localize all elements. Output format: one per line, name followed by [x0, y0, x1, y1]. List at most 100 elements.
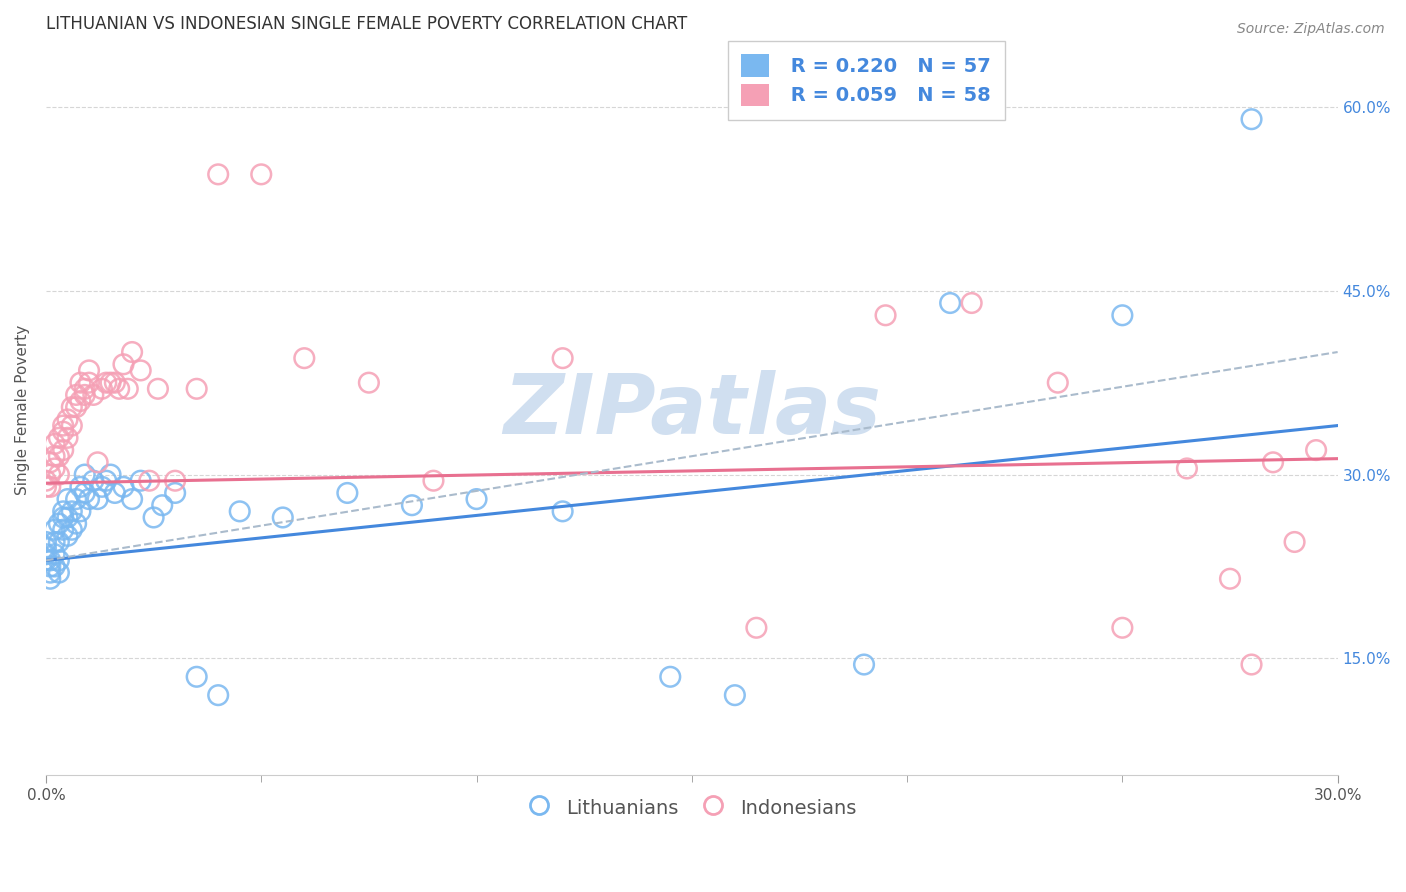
Text: LITHUANIAN VS INDONESIAN SINGLE FEMALE POVERTY CORRELATION CHART: LITHUANIAN VS INDONESIAN SINGLE FEMALE P… [46, 15, 688, 33]
Point [35, 480, 58, 494]
Point [121, 345, 143, 359]
Point [48, 553, 70, 567]
Point [129, 474, 152, 488]
Point [104, 486, 127, 500]
Point [875, 308, 897, 322]
Point [960, 296, 983, 310]
Point [69, 376, 91, 390]
Point [77, 376, 100, 390]
Point [52, 418, 75, 433]
Point [1175, 461, 1198, 475]
Point [250, 167, 273, 181]
Point [60, 523, 83, 537]
Point [1111, 308, 1133, 322]
Point [112, 480, 135, 494]
Point [86, 455, 108, 469]
Point [551, 351, 574, 366]
Point [56, 492, 79, 507]
Point [1219, 572, 1241, 586]
Point [69, 394, 91, 409]
Point [86, 492, 108, 507]
Point [117, 382, 139, 396]
Point [35, 553, 58, 567]
Point [52, 425, 75, 439]
Point [35, 547, 58, 561]
Point [52, 443, 75, 458]
Point [745, 621, 768, 635]
Point [165, 486, 187, 500]
Point [146, 382, 169, 396]
Point [939, 296, 962, 310]
Point [48, 449, 70, 463]
Point [1046, 376, 1069, 390]
Point [100, 376, 122, 390]
Point [1240, 112, 1263, 127]
Point [336, 486, 359, 500]
Point [82, 474, 104, 488]
Point [1261, 455, 1284, 469]
Point [52, 523, 75, 537]
Point [39, 480, 62, 494]
Point [271, 510, 294, 524]
Text: ZIPatlas: ZIPatlas [503, 370, 880, 450]
Point [186, 670, 208, 684]
Point [39, 572, 62, 586]
Point [48, 566, 70, 580]
Point [659, 670, 682, 684]
Point [35, 541, 58, 555]
Point [44, 449, 66, 463]
Point [65, 400, 87, 414]
Point [401, 498, 423, 512]
Point [357, 376, 380, 390]
Point [44, 547, 66, 561]
Point [52, 504, 75, 518]
Point [56, 510, 79, 524]
Point [44, 535, 66, 549]
Point [1240, 657, 1263, 672]
Point [150, 498, 173, 512]
Point [35, 535, 58, 549]
Point [108, 382, 131, 396]
Point [207, 688, 229, 702]
Point [39, 553, 62, 567]
Point [39, 455, 62, 469]
Point [104, 376, 127, 390]
Point [228, 504, 250, 518]
Point [73, 388, 96, 402]
Point [44, 461, 66, 475]
Point [142, 510, 165, 524]
Point [112, 357, 135, 371]
Point [100, 467, 122, 482]
Point [65, 388, 87, 402]
Point [48, 467, 70, 482]
Point [96, 376, 118, 390]
Point [52, 510, 75, 524]
Point [853, 657, 876, 672]
Point [39, 467, 62, 482]
Point [35, 474, 58, 488]
Point [48, 535, 70, 549]
Point [60, 504, 83, 518]
Point [91, 480, 114, 494]
Point [44, 559, 66, 574]
Point [186, 382, 208, 396]
Point [44, 437, 66, 451]
Point [77, 492, 100, 507]
Point [121, 492, 143, 507]
Point [39, 566, 62, 580]
Point [292, 351, 315, 366]
Point [138, 474, 160, 488]
Point [65, 516, 87, 531]
Point [1305, 443, 1327, 458]
Point [73, 467, 96, 482]
Point [39, 559, 62, 574]
Point [422, 474, 444, 488]
Point [551, 504, 574, 518]
Y-axis label: Single Female Poverty: Single Female Poverty [15, 325, 30, 495]
Point [207, 167, 229, 181]
Point [724, 688, 747, 702]
Point [60, 400, 83, 414]
Point [73, 486, 96, 500]
Point [96, 474, 118, 488]
Point [56, 529, 79, 543]
